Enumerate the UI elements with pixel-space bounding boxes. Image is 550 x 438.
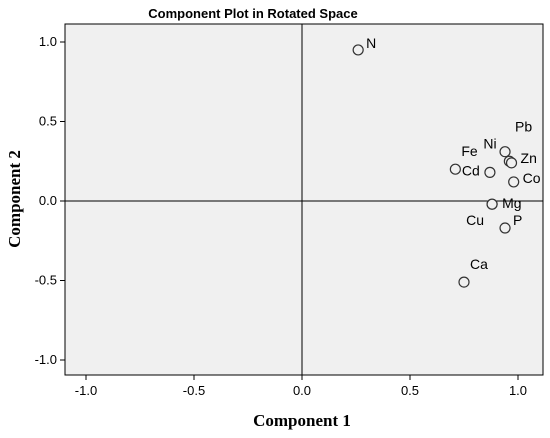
y-tick-label: 0.5 [39,114,57,129]
y-tick-label: 0.0 [39,193,57,208]
point-cd [484,166,496,178]
point-zn [505,157,518,169]
point-label-mg: Mg [502,195,521,211]
point-label-ni: Ni [483,135,496,151]
x-tick-label: 1.0 [509,383,527,398]
x-tick-label: 0.0 [293,383,311,398]
point-label-n: N [366,35,376,51]
point-label-zn: Zn [521,150,537,166]
point-label-cu: Cu [466,212,484,228]
point-label-p: P [513,212,522,228]
point-label-ca: Ca [470,256,488,272]
point-label-cd: Cd [462,162,480,178]
plot-area [64,23,544,376]
point-n [352,44,364,56]
point-label-co: Co [523,170,541,186]
x-tick-label: -1.0 [75,383,97,398]
x-tick-label: -0.5 [183,383,205,398]
point-ca [458,276,470,288]
y-tick-label: -0.5 [35,273,57,288]
point-label-pb: Pb [515,119,532,135]
x-axis-title: Component 1 [253,411,351,430]
point-cu [486,198,498,210]
point-co [508,176,520,188]
point-p [499,222,511,234]
y-tick-label: -1.0 [35,352,57,367]
y-tick-label: 1.0 [39,34,57,49]
y-axis-title: Component 2 [5,150,24,248]
point-label-fe: Fe [461,143,478,159]
chart-title: Component Plot in Rotated Space [148,6,357,21]
point-fe [449,163,461,175]
x-tick-label: 0.5 [401,383,419,398]
point-pb [499,146,511,158]
